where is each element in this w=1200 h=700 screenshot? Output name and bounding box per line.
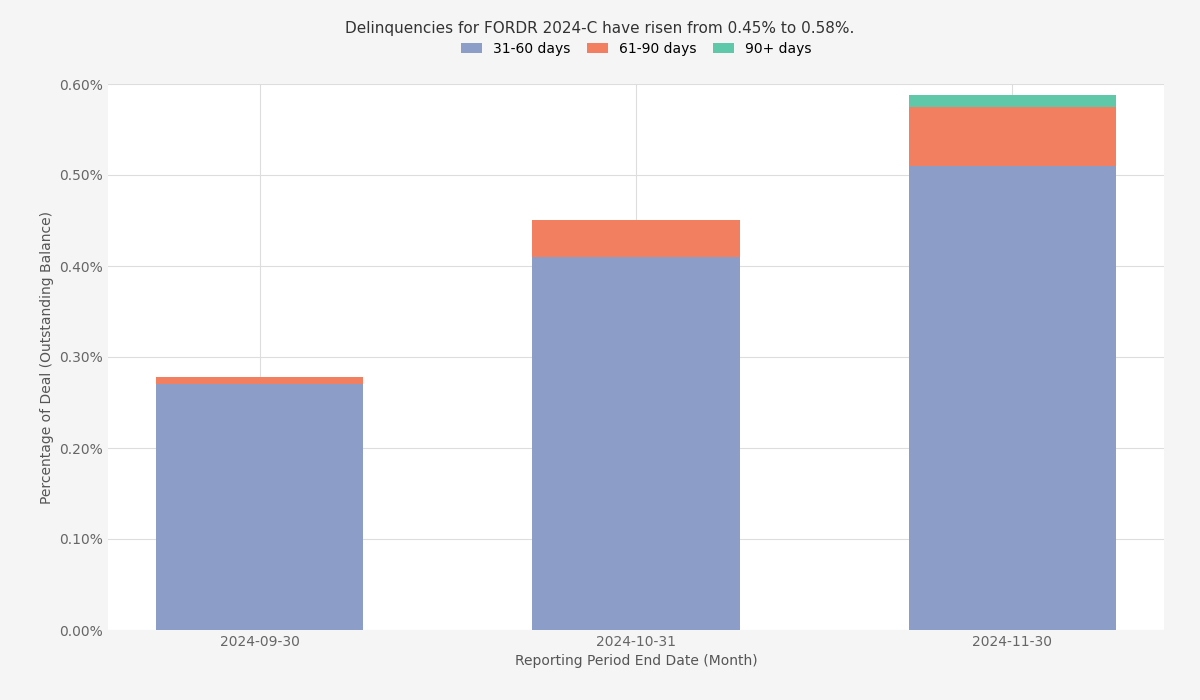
Bar <box>908 95 1116 106</box>
Bar <box>156 377 364 384</box>
Bar <box>908 106 1116 166</box>
X-axis label: Reporting Period End Date (Month): Reporting Period End Date (Month) <box>515 654 757 668</box>
Bar <box>533 220 739 257</box>
Y-axis label: Percentage of Deal (Outstanding Balance): Percentage of Deal (Outstanding Balance) <box>40 211 54 503</box>
Bar <box>533 257 739 630</box>
Text: Delinquencies for FORDR 2024-C have risen from 0.45% to 0.58%.: Delinquencies for FORDR 2024-C have rise… <box>346 21 854 36</box>
Bar <box>156 384 364 630</box>
Bar <box>908 166 1116 630</box>
Legend: 31-60 days, 61-90 days, 90+ days: 31-60 days, 61-90 days, 90+ days <box>461 42 811 56</box>
